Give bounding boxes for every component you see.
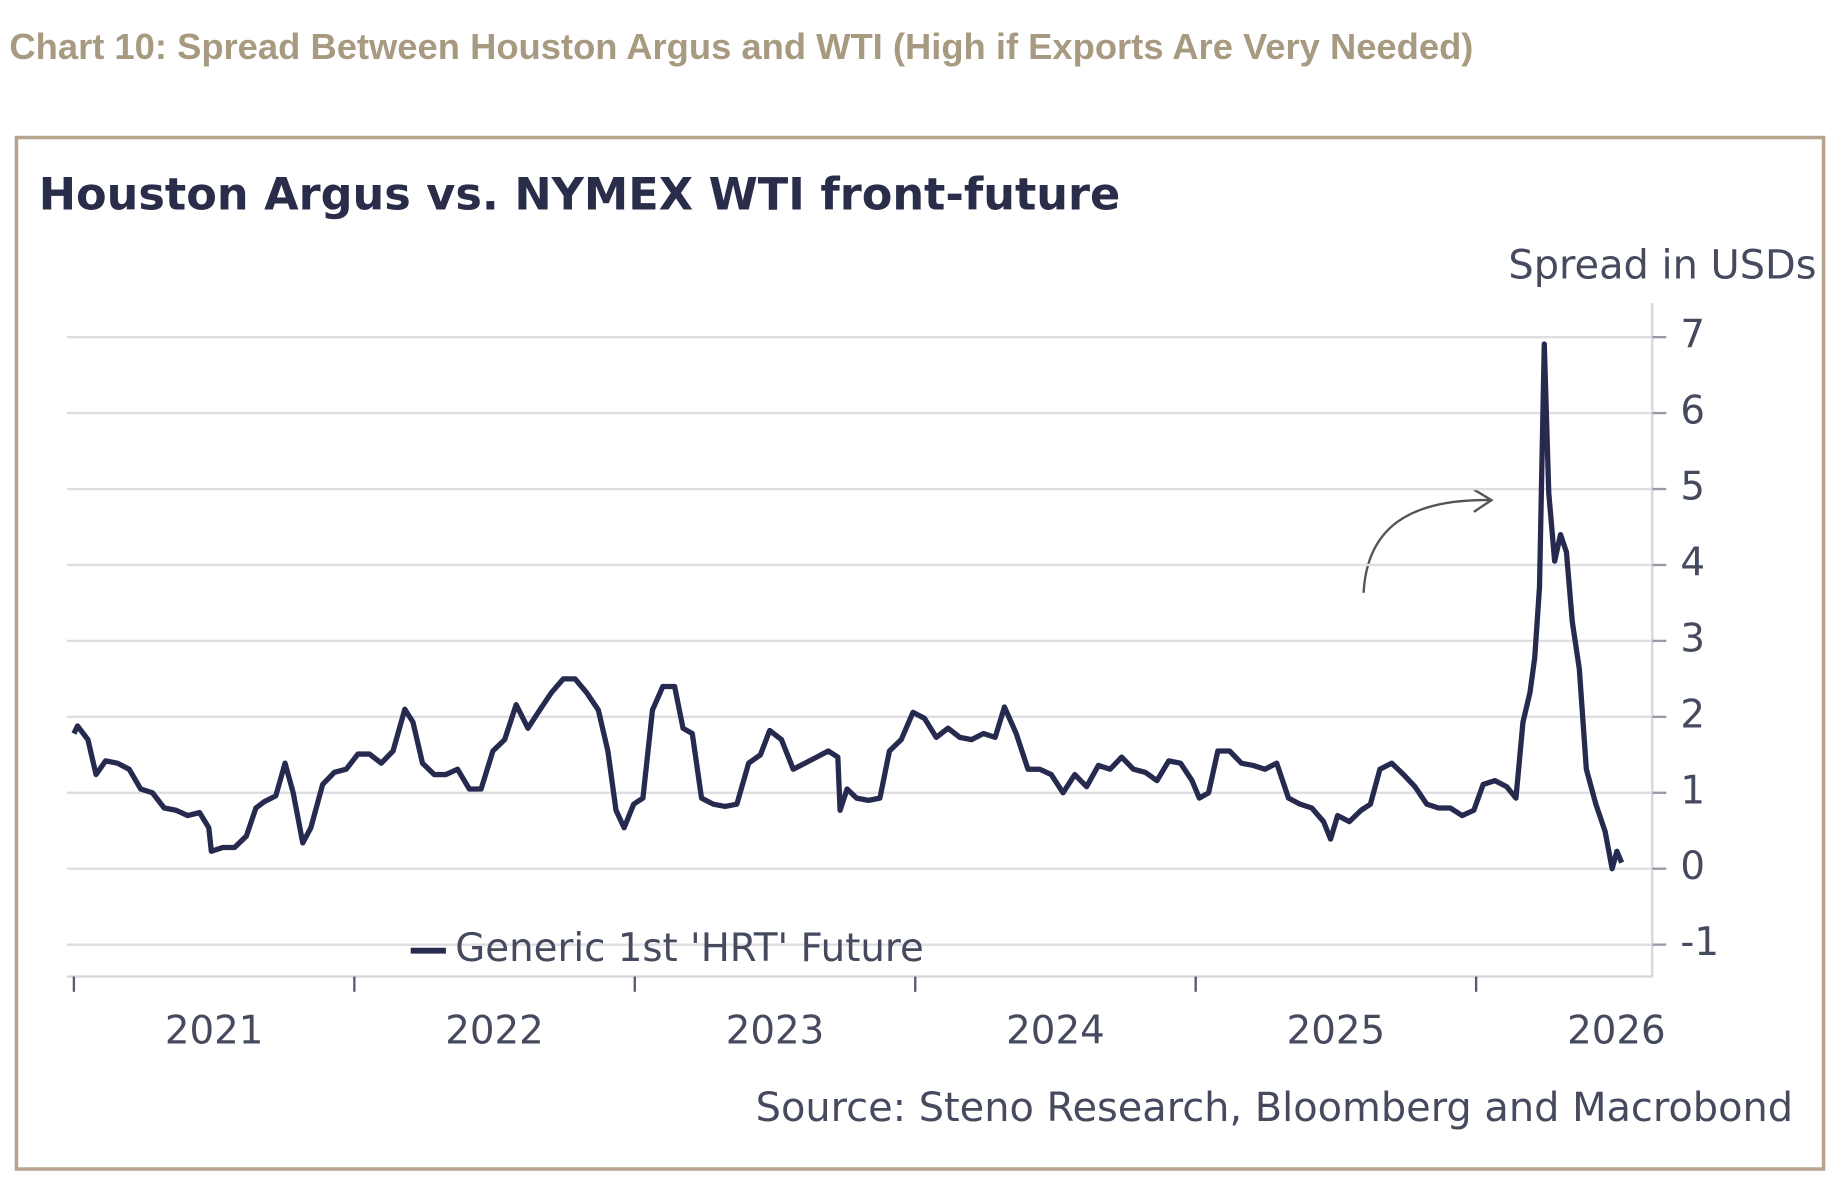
y-tick-label: 4 (1680, 540, 1705, 585)
source-note: Source: Steno Research, Bloomberg and Ma… (756, 1085, 1793, 1131)
y-tick-label: 2 (1680, 692, 1705, 737)
x-tick-label: 2025 (1287, 1008, 1386, 1053)
x-tick-label: 2026 (1567, 1008, 1666, 1053)
y-tick-label: 7 (1680, 313, 1705, 358)
x-tick-label: 2022 (445, 1008, 544, 1053)
y-tick-label: 3 (1680, 616, 1705, 661)
y-tick-label: 5 (1680, 465, 1705, 510)
y-tick-label: -1 (1680, 920, 1719, 965)
y-tick-label: 1 (1680, 768, 1705, 813)
y-tick-label: 6 (1680, 389, 1705, 434)
chart-frame (14, 135, 1826, 1171)
chart-title: Houston Argus vs. NYMEX WTI front-future (39, 168, 1121, 220)
y-axis-label: Spread in USDs (1508, 242, 1816, 288)
x-tick-label: 2024 (1006, 1008, 1105, 1053)
x-tick-label: 2021 (165, 1008, 264, 1053)
y-tick-label: 0 (1680, 844, 1705, 889)
x-tick-label: 2023 (726, 1008, 825, 1053)
data-line (71, 341, 1625, 872)
page-title: Chart 10: Spread Between Houston Argus a… (9, 26, 1473, 67)
annotation-arrow (1362, 488, 1494, 593)
legend-label: Generic 1st 'HRT' Future (455, 926, 924, 971)
